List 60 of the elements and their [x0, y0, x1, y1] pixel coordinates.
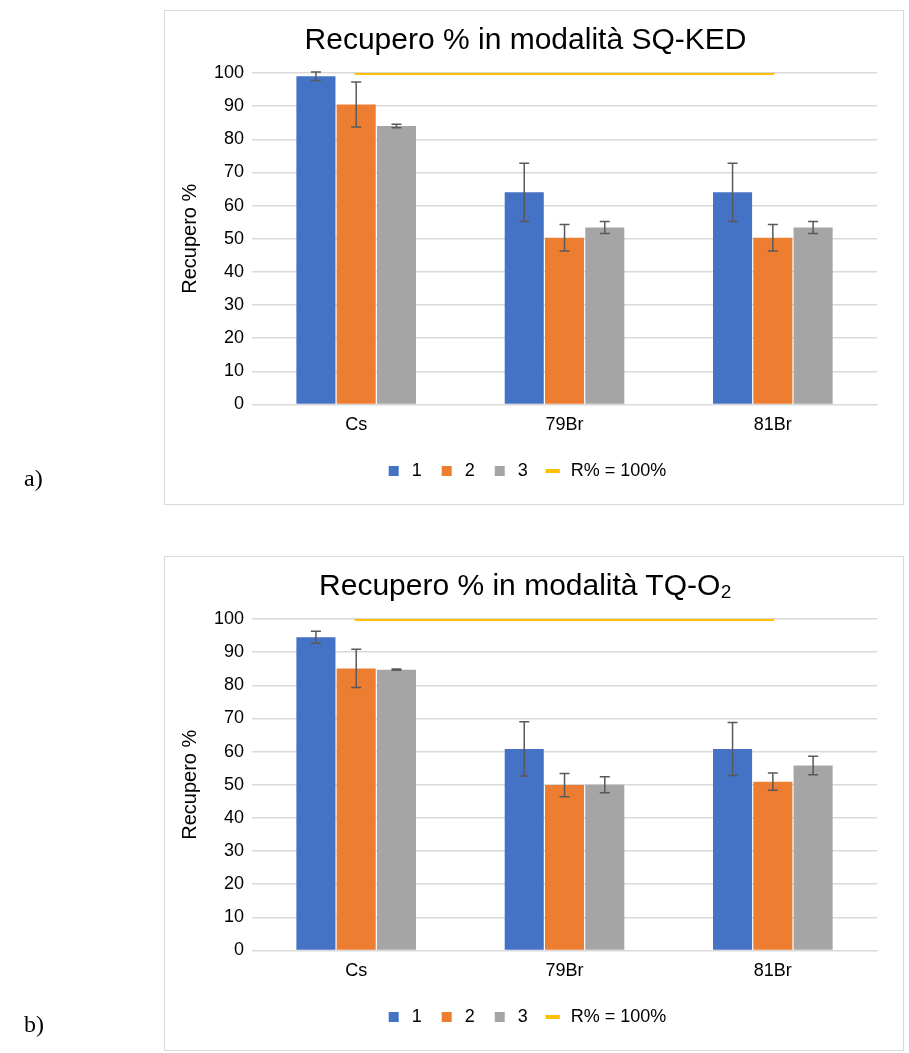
x-tick-label: 81Br	[753, 960, 792, 981]
x-tick-label: 79Br	[545, 960, 584, 981]
text: a)	[24, 465, 43, 492]
legend-label: R% = 100%	[570, 459, 667, 480]
y-tick-label: 0	[234, 939, 245, 960]
bar	[793, 227, 833, 404]
y-tick-label: 70	[224, 161, 245, 182]
bar	[296, 76, 336, 404]
bar	[376, 126, 416, 404]
chart-title: Recupero % in modalità SQ-KED	[304, 22, 747, 56]
legend-label: R% = 100%	[570, 1005, 667, 1026]
legend-label: 2	[464, 459, 475, 480]
bar	[753, 237, 793, 404]
legend-label: 2	[464, 1005, 475, 1026]
legend-label: 3	[517, 459, 528, 480]
legend-label: 1	[411, 459, 422, 480]
y-tick-label: 10	[224, 360, 245, 381]
y-tick-label: 50	[224, 227, 245, 248]
y-tick-label: 80	[224, 674, 245, 695]
bar	[585, 784, 625, 950]
y-tick-label: 100	[213, 607, 245, 628]
y-tick-label: 40	[224, 806, 245, 827]
legend-label: 3	[517, 1005, 528, 1026]
bar	[376, 669, 416, 950]
bar	[296, 637, 336, 950]
y-tick-label: 90	[224, 95, 245, 116]
y-axis-title: Recupero %	[177, 729, 200, 840]
y-tick-label: 100	[213, 61, 245, 82]
y-tick-label: 30	[224, 839, 245, 860]
bar	[544, 785, 585, 950]
y-tick-label: 20	[224, 873, 245, 894]
y-tick-label: 10	[224, 906, 245, 927]
y-tick-label: 60	[224, 194, 245, 215]
bar	[585, 227, 625, 404]
bar	[504, 748, 544, 950]
x-tick-label: Cs	[345, 960, 368, 981]
y-tick-label: 70	[224, 707, 245, 728]
x-tick-label: 81Br	[753, 414, 792, 435]
bar	[336, 668, 376, 950]
x-tick-label: 79Br	[545, 414, 584, 435]
x-tick-label: Cs	[345, 414, 368, 435]
y-tick-label: 40	[224, 260, 245, 281]
chart-title: Recupero % in modalità TQ-O₂	[319, 568, 732, 602]
y-tick-label: 20	[224, 327, 245, 348]
bar	[713, 192, 753, 404]
text: b)	[24, 1011, 44, 1038]
bar	[713, 748, 753, 950]
y-tick-label: 0	[234, 393, 245, 414]
bar	[793, 765, 833, 950]
y-tick-label: 60	[224, 740, 245, 761]
legend-label: 1	[411, 1005, 422, 1026]
y-tick-label: 30	[224, 293, 245, 314]
bar	[544, 237, 585, 404]
bar	[336, 104, 376, 404]
bar	[504, 192, 544, 404]
y-tick-label: 90	[224, 641, 245, 662]
y-tick-label: 80	[224, 128, 245, 149]
y-axis-title: Recupero %	[177, 183, 200, 294]
bar	[753, 781, 793, 950]
y-tick-label: 50	[224, 773, 245, 794]
